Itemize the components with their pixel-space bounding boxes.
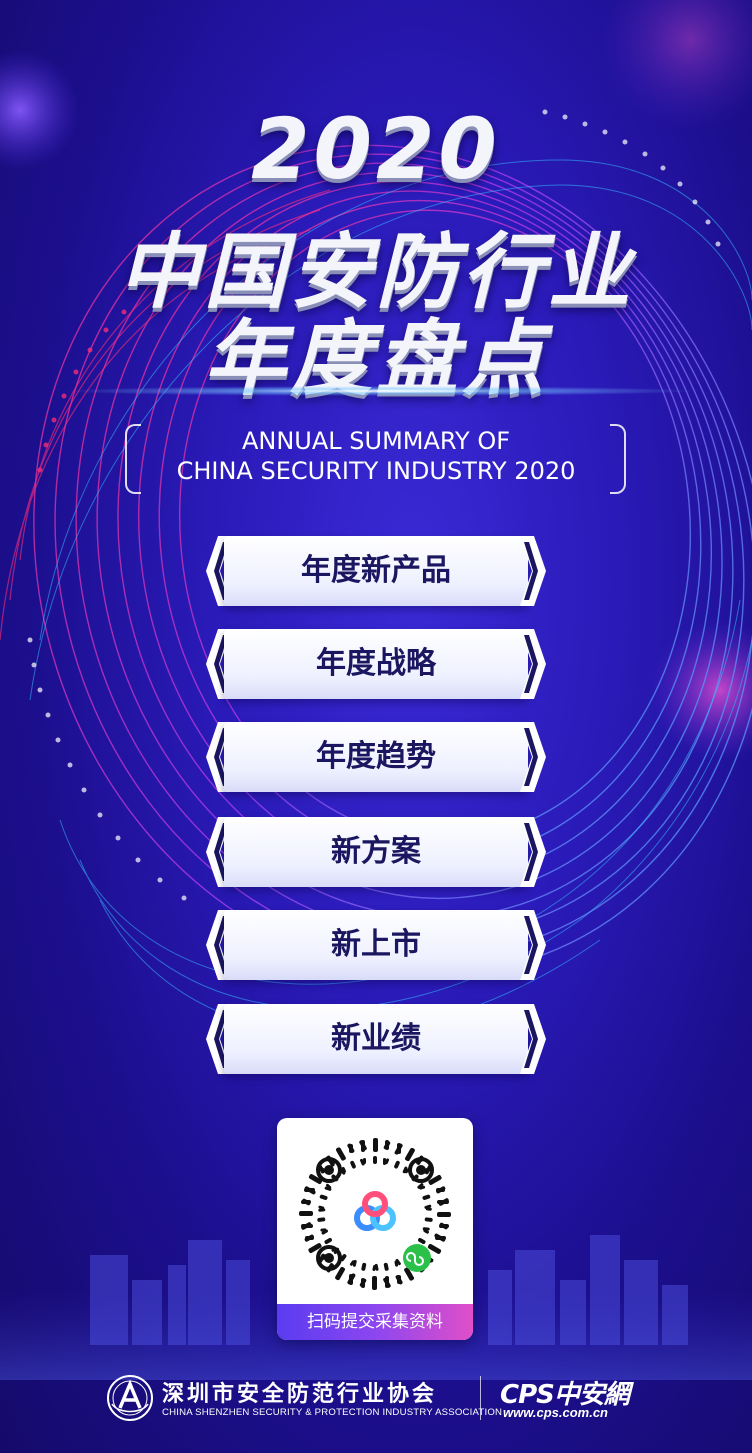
menu-button-label: 新业绩 bbox=[331, 1021, 421, 1056]
menu-button-label: 年度新产品 bbox=[301, 553, 451, 588]
mini-program-qr-code[interactable] bbox=[277, 1118, 473, 1304]
cps-url[interactable]: www.cps.com.cn bbox=[503, 1405, 608, 1420]
subtitle-line-1: ANNUAL SUMMARY OF bbox=[241, 427, 511, 455]
menu-button-new-products[interactable]: 年度新产品 bbox=[206, 536, 546, 606]
title-industry: 中国安防行业 bbox=[118, 225, 634, 320]
button-plate bbox=[224, 629, 528, 699]
chevron-right-icon bbox=[520, 910, 546, 980]
footer-divider bbox=[480, 1376, 481, 1420]
menu-button-label: 新上市 bbox=[331, 927, 421, 962]
button-plate bbox=[224, 722, 528, 792]
menu-button-label: 年度战略 bbox=[316, 646, 436, 681]
cps-brand-logo: CPS中安網 bbox=[500, 1380, 630, 1410]
menu-button-strategy[interactable]: 年度战略 bbox=[206, 629, 546, 699]
qr-card[interactable]: 扫码提交采集资料 bbox=[277, 1118, 473, 1340]
chevron-right-icon bbox=[520, 629, 546, 699]
menu-button-label: 年度趋势 bbox=[316, 739, 436, 774]
association-name-cn: 深圳市安全防范行业协会 bbox=[162, 1381, 438, 1407]
title-year: 2020 bbox=[251, 100, 501, 198]
center-logo-icon bbox=[354, 1191, 396, 1231]
association-name-en: CHINA SHENZHEN SECURITY & PROTECTION IND… bbox=[162, 1407, 503, 1418]
menu-button-trends[interactable]: 年度趋势 bbox=[206, 722, 546, 792]
chevron-right-icon bbox=[520, 1004, 546, 1074]
button-plate bbox=[224, 1004, 528, 1074]
title-glow-bar bbox=[60, 386, 700, 396]
dotted-arc bbox=[27, 109, 721, 901]
button-plate bbox=[224, 910, 528, 980]
button-plate bbox=[224, 817, 528, 887]
right-bracket bbox=[610, 424, 626, 494]
left-bracket bbox=[125, 424, 141, 494]
chevron-right-icon bbox=[520, 536, 546, 606]
subtitle-line-2: CHINA SECURITY INDUSTRY 2020 bbox=[176, 457, 576, 485]
chevron-right-icon bbox=[520, 817, 546, 887]
menu-button-label: 新方案 bbox=[331, 834, 421, 869]
menu-button-new-listings[interactable]: 新上市 bbox=[206, 910, 546, 980]
mini-program-badge-icon bbox=[403, 1244, 431, 1272]
chevron-right-icon bbox=[520, 722, 546, 792]
qr-caption: 扫码提交采集资料 bbox=[277, 1304, 473, 1340]
association-logo-icon bbox=[107, 1375, 153, 1421]
footer: 深圳市安全防范行业协会 CHINA SHENZHEN SECURITY & PR… bbox=[0, 1372, 752, 1432]
menu-button-new-performance[interactable]: 新业绩 bbox=[206, 1004, 546, 1074]
menu-button-new-solutions[interactable]: 新方案 bbox=[206, 817, 546, 887]
button-plate bbox=[224, 536, 528, 606]
